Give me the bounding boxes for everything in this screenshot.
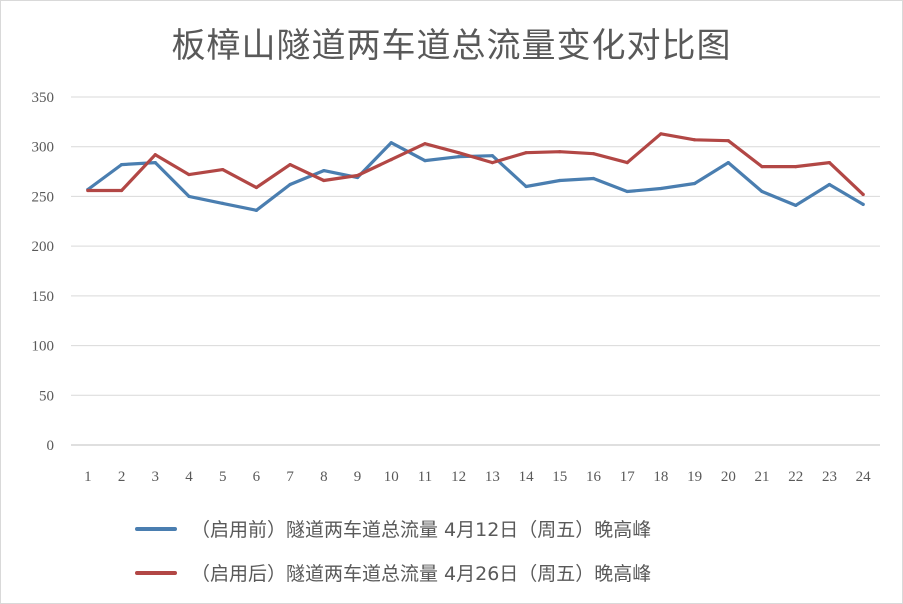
series-2-point-13	[490, 161, 494, 165]
series-2-point-9	[355, 173, 360, 178]
series-1-point-5	[221, 201, 225, 205]
x-tick-label-2: 2	[118, 469, 126, 485]
series-1-point-14	[524, 184, 528, 189]
x-tick-label-18: 18	[653, 469, 668, 485]
series-2-point-18	[659, 132, 663, 136]
x-tick-label-1: 1	[84, 469, 92, 485]
y-tick-label-50: 50	[39, 388, 54, 404]
series-1-point-13	[490, 154, 494, 158]
series-1-point-17	[625, 189, 629, 194]
series-1-point-7	[288, 182, 292, 187]
series-1-point-10	[389, 141, 393, 145]
x-tick-label-10: 10	[384, 469, 399, 485]
y-tick-label-200: 200	[32, 239, 55, 255]
series-1-point-3	[153, 161, 157, 165]
series-2-point-4	[187, 172, 191, 177]
series-1-point-23	[827, 182, 832, 187]
series-2-point-1	[86, 188, 90, 193]
series-1-point-12	[457, 155, 461, 159]
x-tick-label-12: 12	[451, 469, 466, 485]
series-1-point-6	[254, 208, 258, 212]
series-1-point-19	[693, 181, 697, 186]
series-1-point-15	[558, 178, 562, 183]
series-1-point-4	[187, 194, 191, 199]
x-tick-label-3: 3	[152, 469, 160, 485]
series-2-point-17	[625, 161, 629, 165]
x-tick-label-20: 20	[721, 469, 736, 485]
series-2-point-8	[322, 178, 326, 183]
series-2-point-11	[423, 142, 427, 146]
series-1-point-18	[659, 186, 663, 191]
series-2-point-22	[794, 165, 798, 169]
legend-swatch-series-2	[135, 570, 177, 575]
series-2-point-15	[558, 150, 562, 154]
series-2-point-7	[288, 163, 292, 167]
x-tick-label-11: 11	[418, 469, 432, 485]
x-tick-label-5: 5	[219, 469, 227, 485]
x-tick-label-22: 22	[788, 469, 803, 485]
x-tick-label-7: 7	[286, 469, 294, 485]
y-tick-label-250: 250	[32, 189, 55, 205]
x-tick-label-15: 15	[552, 469, 567, 485]
series-2-point-6	[254, 185, 258, 190]
x-tick-label-9: 9	[354, 469, 362, 485]
y-tick-label-100: 100	[32, 339, 55, 355]
series-1-point-16	[591, 176, 596, 181]
legend-item-series-1: （启用前）隧道两车道总流量 4月12日（周五）晚高峰	[135, 515, 651, 542]
x-tick-label-4: 4	[185, 469, 193, 485]
legend-swatch-series-1	[135, 526, 177, 531]
y-tick-label-150: 150	[32, 289, 55, 305]
legend-item-series-2: （启用后）隧道两车道总流量 4月26日（周五）晚高峰	[135, 559, 651, 586]
x-tick-label-13: 13	[485, 469, 500, 485]
series-2-point-10	[389, 158, 393, 162]
series-1-point-21	[760, 189, 764, 194]
series-1-line	[86, 141, 865, 212]
y-tick-label-300: 300	[32, 140, 55, 156]
chart-title: 板樟山隧道两车道总流量变化对比图	[171, 26, 732, 66]
x-tick-label-23: 23	[822, 469, 837, 485]
x-tick-label-19: 19	[687, 469, 702, 485]
series-2-point-5	[221, 167, 225, 172]
series-2-point-16	[591, 152, 596, 156]
legend-label-series-1: （启用前）隧道两车道总流量 4月12日（周五）晚高峰	[191, 519, 652, 541]
x-tick-label-6: 6	[253, 469, 261, 485]
x-tick-label-14: 14	[519, 469, 535, 485]
series-1-point-8	[322, 168, 326, 173]
series-2-line	[86, 132, 865, 196]
series-2-point-12	[457, 151, 461, 155]
y-tick-label-350: 350	[32, 90, 55, 106]
x-tick-label-24: 24	[856, 469, 872, 485]
series-2-point-24	[861, 192, 865, 197]
series-2-point-2	[119, 188, 124, 193]
series-1-point-24	[861, 202, 865, 206]
series-2-point-20	[726, 139, 730, 143]
x-tick-label-21: 21	[755, 469, 770, 485]
x-tick-label-16: 16	[586, 469, 602, 485]
series-2-point-3	[153, 153, 157, 157]
series-1-point-11	[423, 159, 427, 163]
series-1-point-20	[726, 161, 730, 165]
series-2-point-19	[693, 138, 697, 142]
series-2-point-23	[827, 161, 832, 165]
legend-label-series-2: （启用后）隧道两车道总流量 4月26日（周五）晚高峰	[191, 563, 652, 585]
x-tick-label-17: 17	[620, 469, 636, 485]
series-1-point-2	[119, 163, 124, 167]
x-tick-label-8: 8	[320, 469, 328, 485]
series-2-point-14	[524, 151, 528, 155]
y-tick-label-0: 0	[47, 438, 55, 454]
series-1-point-22	[794, 203, 798, 207]
series-2-point-21	[760, 165, 764, 169]
